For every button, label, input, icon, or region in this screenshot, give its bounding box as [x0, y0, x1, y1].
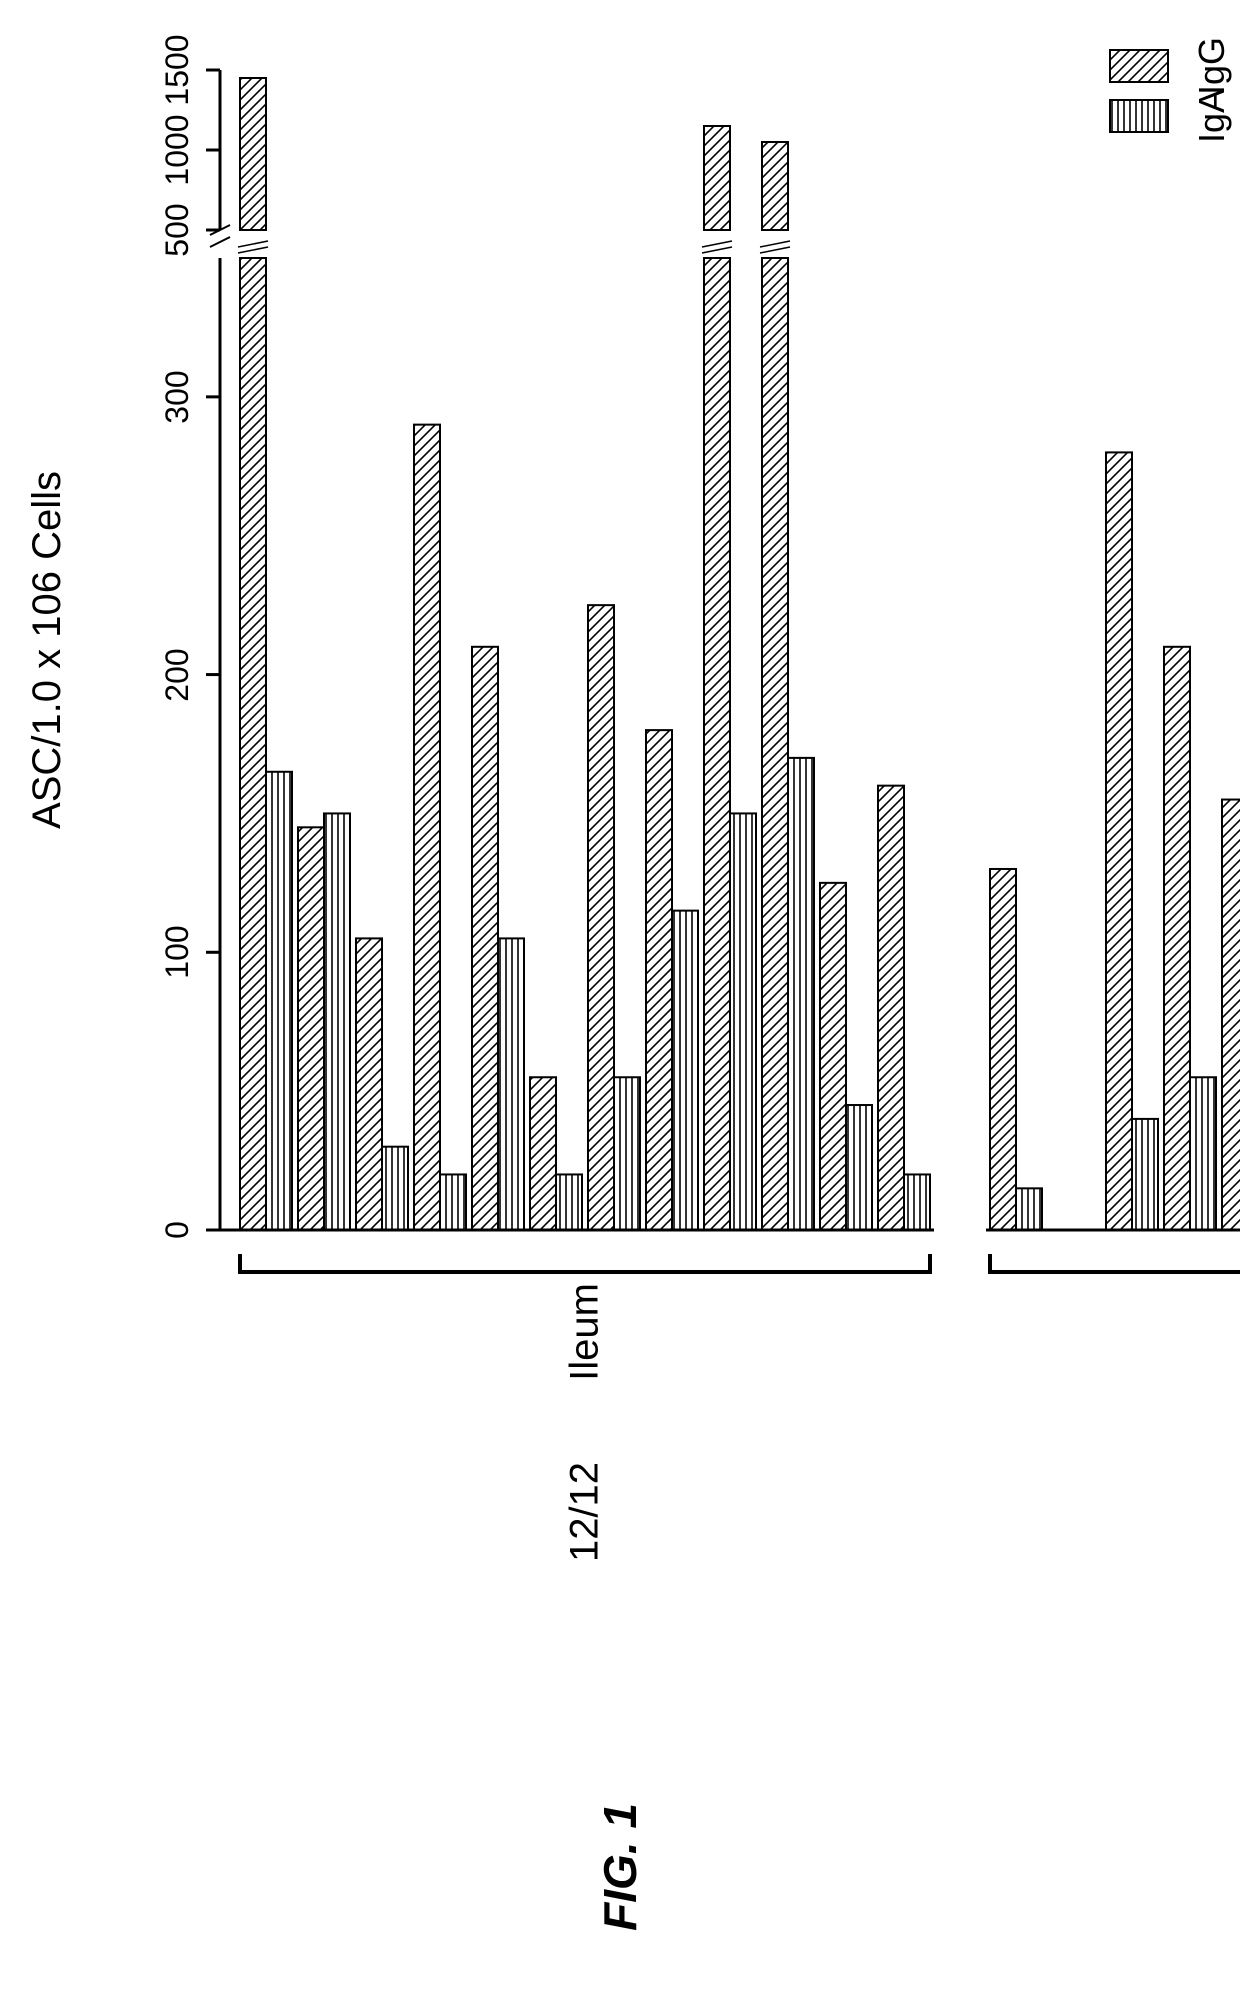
bar-igg-upper: [240, 78, 266, 230]
bar-iga: [266, 772, 292, 1230]
ytick-label: 200: [159, 648, 196, 701]
bar-iga: [672, 911, 698, 1230]
ytick-label: 100: [159, 926, 196, 979]
bar-igg: [704, 258, 730, 1230]
bar-igg: [990, 869, 1016, 1230]
bar-iga: [1132, 1119, 1158, 1230]
bar-igg: [878, 786, 904, 1230]
bar-igg: [1106, 452, 1132, 1230]
bar-igg: [588, 605, 614, 1230]
ytick-label: 1000: [159, 114, 196, 185]
bar-iga: [1016, 1188, 1042, 1230]
bar-igg-upper: [704, 126, 730, 230]
bar-iga: [904, 1174, 930, 1230]
legend-swatch-iga: [1110, 100, 1168, 132]
bar-iga: [846, 1105, 872, 1230]
bar-iga: [498, 938, 524, 1230]
bar-igg: [1164, 647, 1190, 1230]
bar-igg: [414, 425, 440, 1230]
bar-iga: [614, 1077, 640, 1230]
bar-igg: [472, 647, 498, 1230]
bar-igg-upper: [762, 142, 788, 230]
bar-igg: [820, 883, 846, 1230]
legend-label: IgA: [1191, 89, 1233, 143]
ytick-label: 0: [159, 1221, 196, 1239]
bar-iga: [440, 1174, 466, 1230]
chart: [0, 0, 1240, 1997]
ytick-label: 1500: [159, 34, 196, 105]
ytick-label: 500: [159, 203, 196, 256]
legend-swatch-igg: [1110, 50, 1168, 82]
bar-igg: [646, 730, 672, 1230]
legend-label: IgG: [1191, 37, 1233, 95]
bar-iga: [788, 758, 814, 1230]
bar-iga: [324, 813, 350, 1230]
bar-igg: [356, 938, 382, 1230]
bar-igg: [240, 258, 266, 1230]
bar-iga: [1190, 1077, 1216, 1230]
bar-igg: [762, 258, 788, 1230]
bar-igg: [298, 827, 324, 1230]
bar-iga: [382, 1147, 408, 1230]
bar-igg: [530, 1077, 556, 1230]
bar-iga: [556, 1174, 582, 1230]
bar-iga: [730, 813, 756, 1230]
bar-igg: [1222, 800, 1240, 1230]
ytick-label: 300: [159, 370, 196, 423]
xgroup-label: Ileum: [563, 1283, 608, 1381]
xgroup-count: 12/12: [563, 1462, 608, 1562]
